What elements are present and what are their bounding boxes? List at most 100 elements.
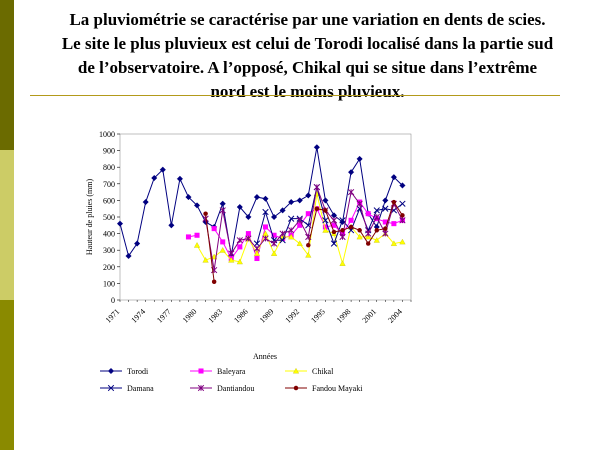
data-point bbox=[262, 208, 269, 216]
data-point bbox=[382, 230, 389, 237]
data-point bbox=[356, 155, 363, 162]
data-point bbox=[270, 240, 278, 247]
data-point bbox=[151, 174, 158, 182]
data-point bbox=[374, 228, 380, 233]
x-tick-label: 1995 bbox=[309, 307, 327, 325]
data-point bbox=[331, 229, 337, 235]
data-point bbox=[399, 182, 406, 189]
x-tick-label: 1983 bbox=[206, 307, 224, 325]
data-point bbox=[322, 197, 329, 204]
series-torodi bbox=[116, 144, 406, 260]
data-point bbox=[125, 252, 132, 260]
x-tick-label: 1998 bbox=[335, 307, 353, 325]
data-point bbox=[314, 206, 320, 211]
accent-bar-bottom bbox=[0, 300, 14, 450]
series-line bbox=[119, 147, 403, 258]
data-point bbox=[198, 368, 204, 374]
data-point bbox=[203, 211, 208, 216]
data-point bbox=[390, 174, 397, 181]
data-point bbox=[228, 257, 235, 263]
y-tick-label: 0 bbox=[111, 296, 115, 305]
data-point bbox=[236, 258, 243, 265]
y-tick-label: 700 bbox=[103, 180, 115, 189]
data-point bbox=[279, 230, 286, 237]
data-point bbox=[279, 237, 286, 244]
x-tick-label: 2004 bbox=[386, 307, 404, 325]
data-point bbox=[270, 213, 278, 221]
data-point bbox=[176, 175, 183, 182]
data-point bbox=[288, 227, 295, 234]
data-point bbox=[279, 207, 286, 214]
data-point bbox=[288, 198, 295, 206]
data-point bbox=[237, 244, 243, 250]
y-tick-label: 1000 bbox=[99, 130, 115, 139]
y-tick-label: 900 bbox=[103, 147, 115, 156]
data-point bbox=[107, 367, 115, 375]
data-point bbox=[197, 384, 205, 392]
data-point bbox=[348, 169, 355, 176]
data-point bbox=[347, 227, 355, 234]
data-point bbox=[339, 260, 346, 266]
data-point bbox=[293, 385, 299, 391]
legend-item: Torodi bbox=[100, 367, 149, 376]
data-point bbox=[347, 188, 355, 196]
x-tick-label: 1986 bbox=[232, 307, 250, 325]
y-tick-label: 600 bbox=[103, 196, 115, 205]
data-point bbox=[399, 200, 406, 207]
x-tick-label: 1974 bbox=[129, 307, 147, 325]
x-tick-label: 1989 bbox=[258, 307, 276, 325]
data-point bbox=[330, 217, 338, 224]
title-line: de l’observatoire. A l’opposé, Chikal qu… bbox=[77, 58, 538, 77]
data-point bbox=[348, 224, 354, 230]
data-point bbox=[219, 247, 226, 253]
data-point bbox=[391, 221, 397, 227]
data-point bbox=[228, 250, 235, 257]
data-point bbox=[399, 238, 406, 245]
data-point bbox=[253, 240, 261, 247]
data-point bbox=[339, 233, 346, 241]
title-line: nord est le moins pluvieux. bbox=[210, 82, 405, 101]
y-tick-label: 200 bbox=[103, 263, 115, 272]
data-point bbox=[322, 227, 329, 233]
data-point bbox=[262, 235, 269, 242]
data-point bbox=[193, 242, 201, 248]
series-line bbox=[256, 186, 403, 246]
data-point bbox=[262, 224, 269, 230]
data-point bbox=[297, 222, 303, 228]
data-point bbox=[271, 232, 277, 238]
data-point bbox=[365, 211, 371, 217]
data-point bbox=[185, 193, 192, 201]
legend-item: Damana bbox=[100, 384, 154, 393]
data-point bbox=[340, 228, 345, 233]
x-axis-label: Années bbox=[253, 352, 277, 361]
data-point bbox=[365, 241, 371, 246]
data-point bbox=[168, 222, 175, 229]
series-line bbox=[205, 185, 403, 271]
series-dantiandou bbox=[202, 183, 406, 274]
legend-label: Torodi bbox=[127, 367, 149, 376]
data-point bbox=[288, 215, 295, 222]
data-point bbox=[373, 213, 380, 221]
data-point bbox=[339, 217, 346, 224]
data-point bbox=[292, 367, 300, 374]
data-point bbox=[116, 220, 124, 227]
data-point bbox=[296, 217, 303, 224]
data-point bbox=[202, 257, 209, 263]
data-point bbox=[193, 202, 201, 209]
data-point bbox=[400, 213, 405, 218]
data-point bbox=[356, 200, 363, 207]
legend: Torodi Baleyara Chikal Damana Dantiandou Fand… bbox=[100, 367, 363, 393]
data-point bbox=[253, 250, 260, 256]
series-fandou-mayaki bbox=[203, 199, 405, 284]
data-point bbox=[306, 242, 311, 248]
data-point bbox=[296, 197, 303, 204]
data-point bbox=[365, 233, 372, 240]
y-tick-label: 100 bbox=[103, 279, 115, 288]
data-point bbox=[322, 224, 328, 230]
data-point bbox=[254, 255, 260, 262]
y-axis-label: Hauteur de pluies (mm) bbox=[85, 179, 94, 256]
data-point bbox=[357, 228, 362, 233]
data-point bbox=[399, 217, 406, 224]
data-point bbox=[382, 197, 389, 204]
